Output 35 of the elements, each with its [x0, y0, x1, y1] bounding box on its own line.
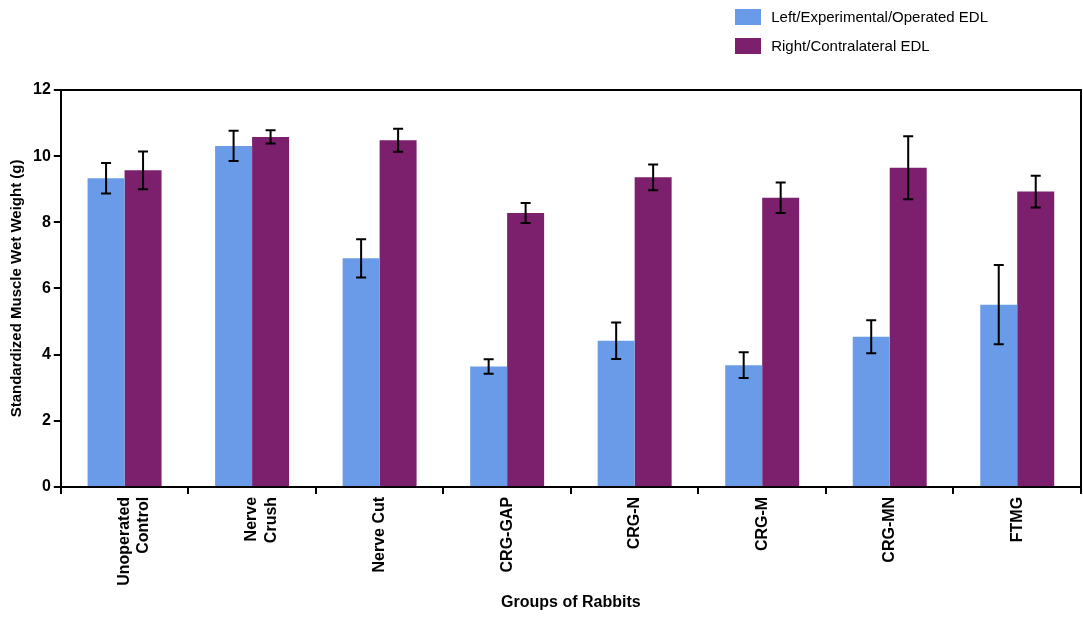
y-tick-label: 2 — [41, 411, 51, 429]
x-tick-label: Nerve Cut — [370, 496, 388, 573]
x-tick-label: Unoperated Control — [114, 496, 152, 586]
x-tick-label: CRG-M — [752, 496, 770, 552]
bar — [852, 336, 890, 486]
x-axis-title: Groups of Rabbits — [501, 592, 641, 610]
bar — [725, 365, 763, 486]
y-tick-label: 8 — [41, 212, 51, 230]
y-tick-label: 10 — [33, 146, 51, 164]
x-tick-label: CRG-N — [625, 496, 643, 550]
y-tick-label: 0 — [41, 477, 51, 495]
bar — [507, 213, 545, 486]
y-axis-title: Standardized Muscle Wet Weight (g) — [7, 159, 25, 418]
bar — [980, 304, 1018, 486]
y-tick-label: 6 — [41, 278, 51, 296]
bar — [342, 258, 380, 486]
bar — [597, 340, 635, 486]
bar — [470, 366, 508, 486]
bar — [762, 197, 800, 486]
bar — [124, 170, 162, 486]
bar — [379, 140, 417, 486]
x-tick-label: Nerve Crush — [242, 496, 279, 544]
bar — [87, 178, 125, 486]
legend-label: Left/Experimental/Operated EDL — [771, 8, 988, 25]
bar — [252, 136, 290, 486]
bar — [215, 145, 253, 486]
bar — [889, 167, 927, 486]
legend-label: Right/Contralateral EDL — [771, 37, 930, 54]
y-tick-label: 4 — [41, 345, 51, 363]
x-tick-label: CRG-GAP — [497, 496, 515, 573]
bar — [1017, 191, 1055, 486]
y-tick-label: 12 — [33, 80, 51, 98]
x-tick-label: CRG-MN — [880, 496, 898, 563]
bar — [634, 177, 672, 486]
x-tick-label: FTMG — [1007, 496, 1025, 543]
